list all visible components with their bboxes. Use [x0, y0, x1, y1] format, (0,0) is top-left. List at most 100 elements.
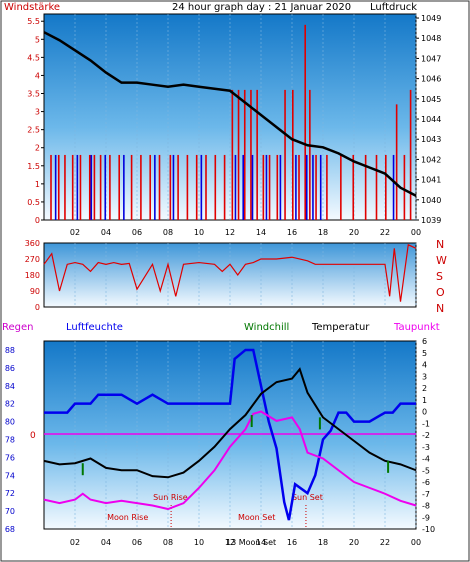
wind-bar: [395, 104, 398, 220]
gust-bar: [242, 154, 244, 220]
windchill-label: Windchill: [244, 322, 289, 333]
hour-tick-label: 22: [380, 228, 390, 237]
humidity-tick-label: 76: [5, 453, 15, 462]
humidity-tick-label: 86: [5, 364, 15, 373]
humidity-tick-label: 82: [5, 400, 15, 409]
pressure-tick-label: 1045: [421, 95, 441, 104]
wind-bar: [195, 154, 198, 220]
temperature-tick-label: -8: [422, 502, 430, 511]
hour-tick-label: 18: [318, 538, 328, 547]
pressure-tick-label: 1044: [421, 115, 441, 124]
wind-bar: [205, 154, 207, 220]
wind-tick-label: 3: [35, 108, 40, 117]
temperature-tick-label: 3: [422, 372, 427, 381]
humidity-tick-label: 70: [5, 507, 15, 516]
wind-bar: [309, 89, 311, 220]
humidity-tick-label: 78: [5, 435, 15, 444]
humidity-tick-label: 84: [5, 382, 15, 391]
wind-bar: [304, 24, 306, 221]
pressure-tick-label: 1049: [421, 14, 441, 23]
pressure-tick-label: 1042: [421, 155, 441, 164]
wind-bar: [352, 154, 355, 220]
gust-bar: [312, 154, 314, 220]
wind-tick-label: 5: [35, 35, 40, 44]
compass-label: S: [436, 270, 443, 283]
wind-bar: [177, 154, 179, 220]
wind-bar: [409, 89, 412, 220]
humidity-tick-label: 80: [5, 418, 15, 427]
hour-tick-label: 00: [411, 228, 421, 237]
hour-tick-label: 06: [132, 538, 142, 547]
wind-bar: [186, 154, 189, 220]
wind-bar: [256, 89, 258, 220]
wind-tick-label: 2: [35, 144, 40, 153]
wind-bar: [214, 154, 217, 220]
regen-label: Regen: [2, 322, 34, 333]
direction-tick-label: 0: [35, 303, 40, 312]
wind-tick-label: 1: [35, 180, 40, 189]
wind-tick-label: 5.5: [27, 17, 40, 26]
wind-bar: [169, 154, 172, 220]
pressure-line: [43, 31, 417, 197]
wind-bar: [50, 154, 52, 220]
wind-bar: [292, 89, 294, 220]
wind-tick-label: 0.5: [27, 198, 40, 207]
wind-bar: [109, 154, 111, 220]
wind-bar: [149, 154, 151, 220]
wind-bar: [130, 154, 133, 220]
rain-zero-label: 0: [30, 431, 36, 441]
chart-title: 24 hour graph day : 21 Januar 2020: [172, 2, 351, 13]
hour-tick-label: 00: [411, 538, 421, 547]
wind-tick-label: 0: [35, 216, 40, 225]
gust-bar: [305, 154, 308, 220]
pressure-tick-label: 1043: [421, 135, 441, 144]
gust-bar: [392, 154, 395, 220]
direction-tick-label: 360: [25, 239, 40, 248]
wind-bar: [326, 154, 328, 220]
direction-tick-label: 270: [25, 255, 40, 264]
temperature-tick-label: 6: [422, 337, 427, 346]
wind-bar: [57, 154, 60, 220]
gust-bar: [154, 154, 156, 220]
wind-bar: [340, 154, 342, 220]
hour-tick-label: 20: [349, 538, 359, 547]
wind-bar: [231, 89, 234, 220]
gust-bar: [104, 154, 107, 220]
hour-tick-label: 14: [256, 538, 266, 547]
wind-bar: [276, 154, 279, 220]
pressure-tick-label: 1040: [421, 196, 441, 205]
hour-tick-label: 02: [70, 228, 80, 237]
humidity-tick-label: 88: [5, 346, 15, 355]
moon-set-label: Moon Set: [238, 513, 275, 522]
wind-bar: [364, 154, 367, 220]
temperature-humidity-panel: Regen Luftfeuchte Windchill Temperatur T…: [2, 322, 440, 547]
hour-tick-label: 10: [194, 228, 204, 237]
temperature-tick-label: -4: [422, 455, 430, 464]
moon-rise-label: Moon Rise: [107, 513, 148, 522]
sun-rise-label: Sun Rise: [153, 493, 188, 502]
hour-tick-label: 20: [349, 228, 359, 237]
temperature-tick-label: -7: [422, 490, 430, 499]
hour-tick-label: 18: [318, 228, 328, 237]
hour-tick-label: 12: [225, 228, 235, 237]
compass-label: N: [436, 302, 444, 315]
humidity-tick-label: 74: [5, 471, 15, 480]
wind-bar: [223, 154, 226, 220]
gust-bar: [279, 154, 282, 220]
wind-bar: [284, 89, 286, 220]
temperature-tick-label: -10: [422, 525, 435, 534]
gust-bar: [54, 154, 57, 220]
temperature-tick-label: -5: [422, 466, 430, 475]
hour-tick-label: 16: [287, 538, 297, 547]
wind-bar: [268, 154, 271, 220]
wind-bar: [93, 154, 96, 220]
wind-bar: [118, 154, 120, 220]
wind-bar: [140, 154, 142, 220]
hour-tick-label: 10: [194, 538, 204, 547]
wind-bar: [88, 154, 91, 220]
wind-tick-label: 2.5: [27, 126, 40, 135]
wind-bar: [158, 154, 161, 220]
hour-tick-label: 04: [101, 538, 111, 547]
